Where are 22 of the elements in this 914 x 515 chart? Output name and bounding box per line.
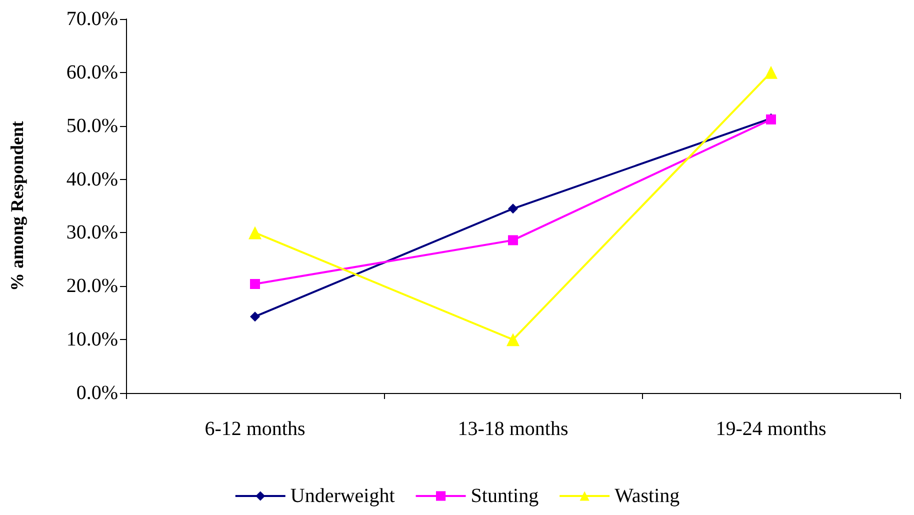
x-tick-label: 19-24 months <box>716 418 826 440</box>
y-tick-label: 60.0% <box>66 61 118 84</box>
legend-label: Wasting <box>614 485 680 507</box>
y-tick-label: 10.0% <box>66 328 118 351</box>
point <box>250 279 260 290</box>
legend-label: Stunting <box>470 485 539 507</box>
point <box>508 204 518 214</box>
y-tick-label: 50.0% <box>66 114 118 137</box>
x-tick-label: 13-18 months <box>458 418 568 440</box>
point <box>506 333 520 346</box>
legend-label: Underweight <box>290 485 396 507</box>
point <box>250 312 260 322</box>
y-axis-title: % among Respondent <box>7 120 27 292</box>
point <box>508 235 518 246</box>
y-tick-label: 0.0% <box>76 382 118 404</box>
y-tick-label: 20.0% <box>66 275 118 298</box>
point <box>248 226 262 240</box>
y-tick-label: 70.0% <box>66 8 118 30</box>
y-tick-label: 30.0% <box>66 222 118 244</box>
y-tick-label: 40.0% <box>66 168 118 190</box>
point <box>764 66 778 79</box>
x-tick-label: 6-12 months <box>204 418 306 440</box>
